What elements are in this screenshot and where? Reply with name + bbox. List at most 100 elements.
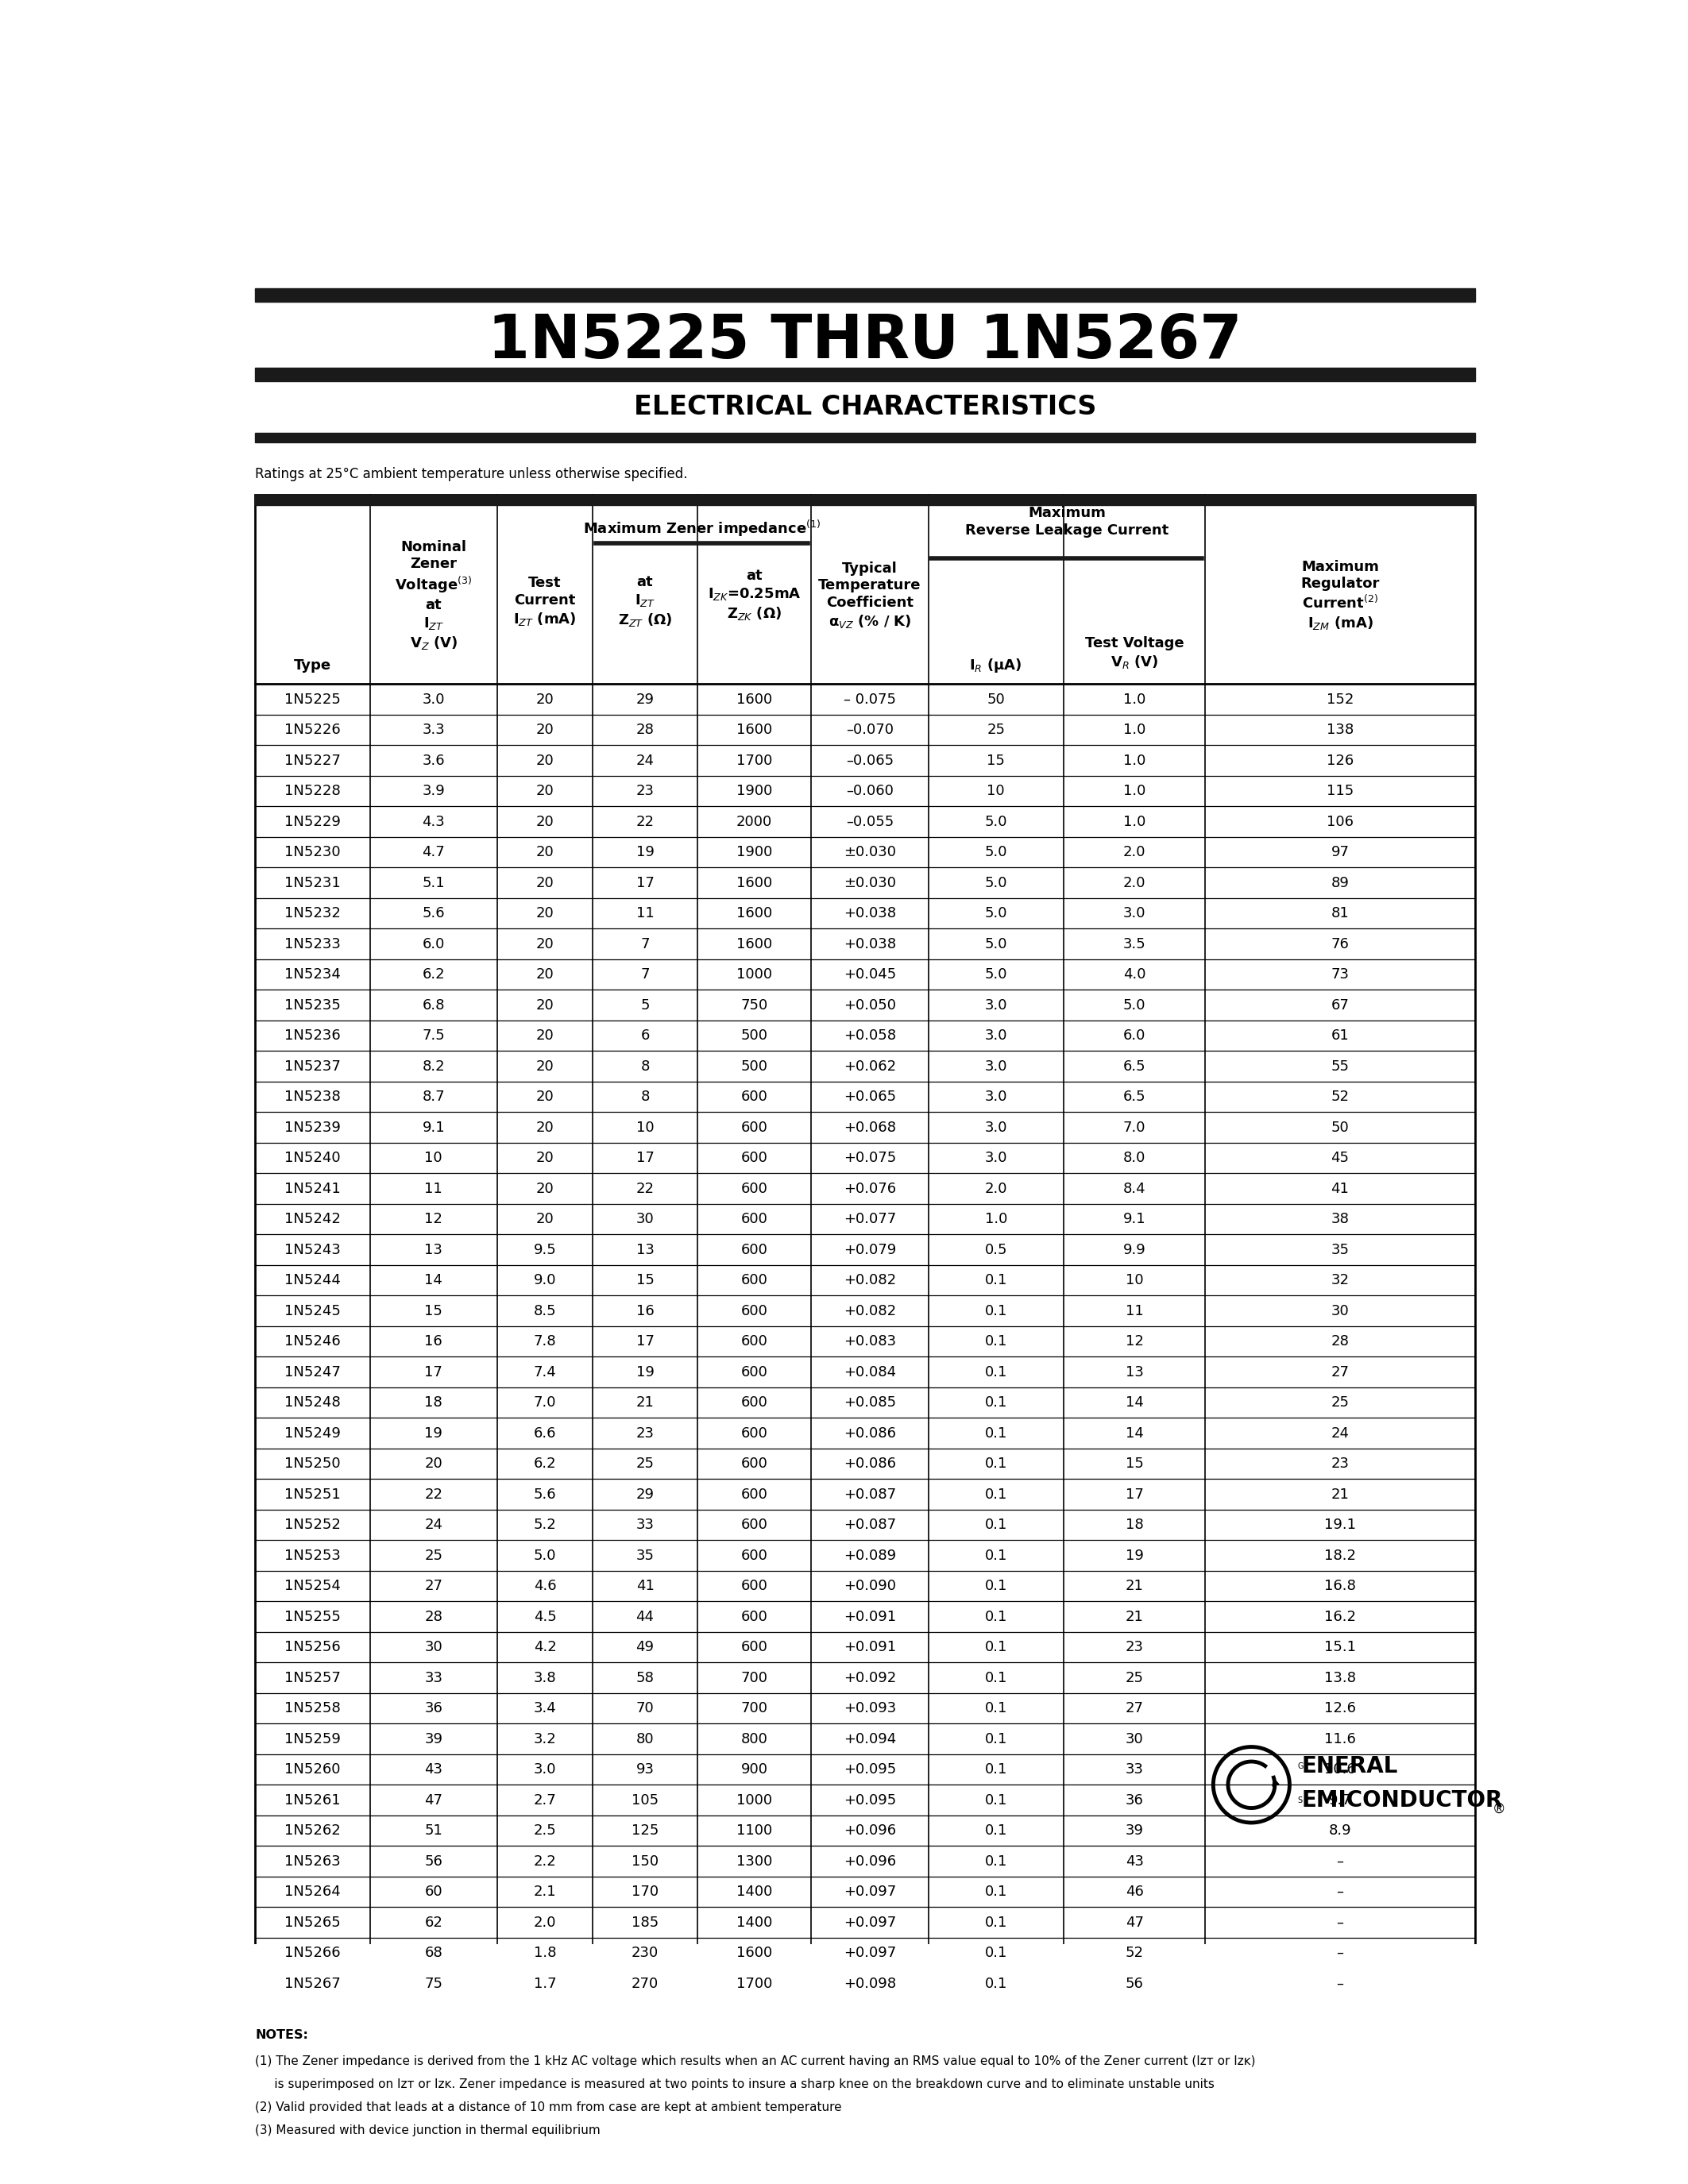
Text: 5.0: 5.0 — [1123, 998, 1146, 1011]
Text: Maximum
Regulator
Current$^{(2)}$
I$_{ZM}$ (mA): Maximum Regulator Current$^{(2)}$ I$_{ZM… — [1300, 559, 1379, 631]
Text: 10: 10 — [425, 1151, 442, 1164]
Text: 35: 35 — [636, 1548, 655, 1562]
Text: 27: 27 — [1330, 1365, 1349, 1378]
Text: 25: 25 — [1126, 1671, 1143, 1684]
Text: 4.0: 4.0 — [1123, 968, 1146, 981]
Text: 14: 14 — [1126, 1426, 1143, 1439]
Text: 20: 20 — [537, 723, 554, 736]
Text: 5.0: 5.0 — [984, 906, 1008, 919]
Text: 1.0: 1.0 — [1123, 815, 1146, 828]
Text: 1N5236: 1N5236 — [285, 1029, 341, 1042]
Text: 45: 45 — [1330, 1151, 1349, 1164]
Text: +0.097: +0.097 — [844, 1885, 896, 1898]
Text: 6: 6 — [640, 1029, 650, 1042]
Text: 20: 20 — [537, 692, 554, 705]
Text: 12.6: 12.6 — [1323, 1701, 1355, 1714]
Text: 52: 52 — [1330, 1090, 1349, 1103]
Text: 5.2: 5.2 — [533, 1518, 557, 1531]
Text: 6.6: 6.6 — [533, 1426, 557, 1439]
Text: 18.2: 18.2 — [1323, 1548, 1355, 1562]
Text: (2) Valid provided that leads at a distance of 10 mm from case are kept at ambie: (2) Valid provided that leads at a dista… — [255, 2101, 842, 2114]
Text: 600: 600 — [741, 1396, 768, 1409]
Text: 19: 19 — [636, 845, 655, 858]
Text: 0.1: 0.1 — [984, 1518, 1008, 1531]
Bar — [255, 288, 1475, 301]
Text: 19: 19 — [636, 1365, 655, 1378]
Text: +0.076: +0.076 — [844, 1182, 896, 1195]
Text: 170: 170 — [631, 1885, 658, 1898]
Text: +0.096: +0.096 — [844, 1824, 896, 1837]
Text: 1N5255: 1N5255 — [284, 1610, 341, 1623]
Text: 24: 24 — [424, 1518, 442, 1531]
Text: 1N5226: 1N5226 — [285, 723, 341, 736]
Text: 8: 8 — [640, 1090, 650, 1103]
Text: 5.0: 5.0 — [984, 815, 1008, 828]
Text: 1N5257: 1N5257 — [284, 1671, 341, 1684]
Text: 0.1: 0.1 — [984, 1610, 1008, 1623]
Text: 600: 600 — [741, 1579, 768, 1592]
Text: 1N5225: 1N5225 — [284, 692, 341, 705]
Text: 3.8: 3.8 — [533, 1671, 557, 1684]
Text: 1600: 1600 — [736, 876, 773, 889]
Text: 1N5251: 1N5251 — [285, 1487, 341, 1500]
Text: 41: 41 — [636, 1579, 655, 1592]
Text: 20: 20 — [537, 998, 554, 1011]
Text: 7.0: 7.0 — [533, 1396, 557, 1409]
Text: 1N5261: 1N5261 — [285, 1793, 341, 1806]
Text: 16: 16 — [424, 1334, 442, 1348]
Text: Maximum
Reverse Leakage Current: Maximum Reverse Leakage Current — [966, 507, 1168, 537]
Text: +0.085: +0.085 — [844, 1396, 896, 1409]
Text: 1600: 1600 — [736, 1946, 773, 1959]
Text: 62: 62 — [424, 1915, 442, 1928]
Text: 8.2: 8.2 — [422, 1059, 446, 1072]
Text: 270: 270 — [631, 1977, 658, 1990]
Text: 13: 13 — [424, 1243, 442, 1256]
Text: 20: 20 — [537, 1212, 554, 1225]
Text: +0.050: +0.050 — [844, 998, 896, 1011]
Text: 6.5: 6.5 — [1123, 1090, 1146, 1103]
Text: 55: 55 — [1330, 1059, 1349, 1072]
Text: at
I$_{ZT}$
Z$_{ZT}$ (Ω): at I$_{ZT}$ Z$_{ZT}$ (Ω) — [618, 574, 672, 629]
Text: 1N5249: 1N5249 — [284, 1426, 341, 1439]
Text: 600: 600 — [741, 1090, 768, 1103]
Text: 9.1: 9.1 — [422, 1120, 446, 1133]
Text: 16.2: 16.2 — [1323, 1610, 1355, 1623]
Text: 115: 115 — [1327, 784, 1354, 797]
Text: 3.6: 3.6 — [422, 753, 446, 767]
Text: 38: 38 — [1330, 1212, 1349, 1225]
Text: 600: 600 — [741, 1610, 768, 1623]
Text: 900: 900 — [741, 1762, 768, 1776]
Text: 10: 10 — [636, 1120, 653, 1133]
Text: – 0.075: – 0.075 — [844, 692, 896, 705]
Text: 500: 500 — [741, 1029, 768, 1042]
Text: 7.4: 7.4 — [533, 1365, 557, 1378]
Text: 3.0: 3.0 — [533, 1762, 557, 1776]
Text: 12: 12 — [424, 1212, 442, 1225]
Text: 15.1: 15.1 — [1323, 1640, 1355, 1653]
Text: 600: 600 — [741, 1640, 768, 1653]
Text: 20: 20 — [537, 906, 554, 919]
Text: 600: 600 — [741, 1487, 768, 1500]
Text: 11.6: 11.6 — [1323, 1732, 1355, 1745]
Text: 47: 47 — [1126, 1915, 1143, 1928]
Text: 3.0: 3.0 — [984, 1059, 1008, 1072]
Text: 7.5: 7.5 — [422, 1029, 446, 1042]
Text: 14: 14 — [424, 1273, 442, 1286]
Text: 2.0: 2.0 — [1123, 845, 1146, 858]
Text: 17: 17 — [636, 1151, 655, 1164]
Text: 800: 800 — [741, 1732, 768, 1745]
Text: 5.0: 5.0 — [984, 845, 1008, 858]
Text: 20: 20 — [424, 1457, 442, 1470]
Text: 15: 15 — [636, 1273, 655, 1286]
Text: ±0.030: ±0.030 — [844, 845, 896, 858]
Text: –0.060: –0.060 — [846, 784, 893, 797]
Text: 13: 13 — [636, 1243, 655, 1256]
Text: 3.0: 3.0 — [1123, 906, 1146, 919]
Text: 1N5245: 1N5245 — [284, 1304, 341, 1317]
Text: S: S — [1298, 1795, 1303, 1804]
Text: 4.7: 4.7 — [422, 845, 446, 858]
Text: +0.086: +0.086 — [844, 1457, 896, 1470]
Text: 8: 8 — [640, 1059, 650, 1072]
Text: 14: 14 — [1126, 1396, 1143, 1409]
Text: +0.062: +0.062 — [844, 1059, 896, 1072]
